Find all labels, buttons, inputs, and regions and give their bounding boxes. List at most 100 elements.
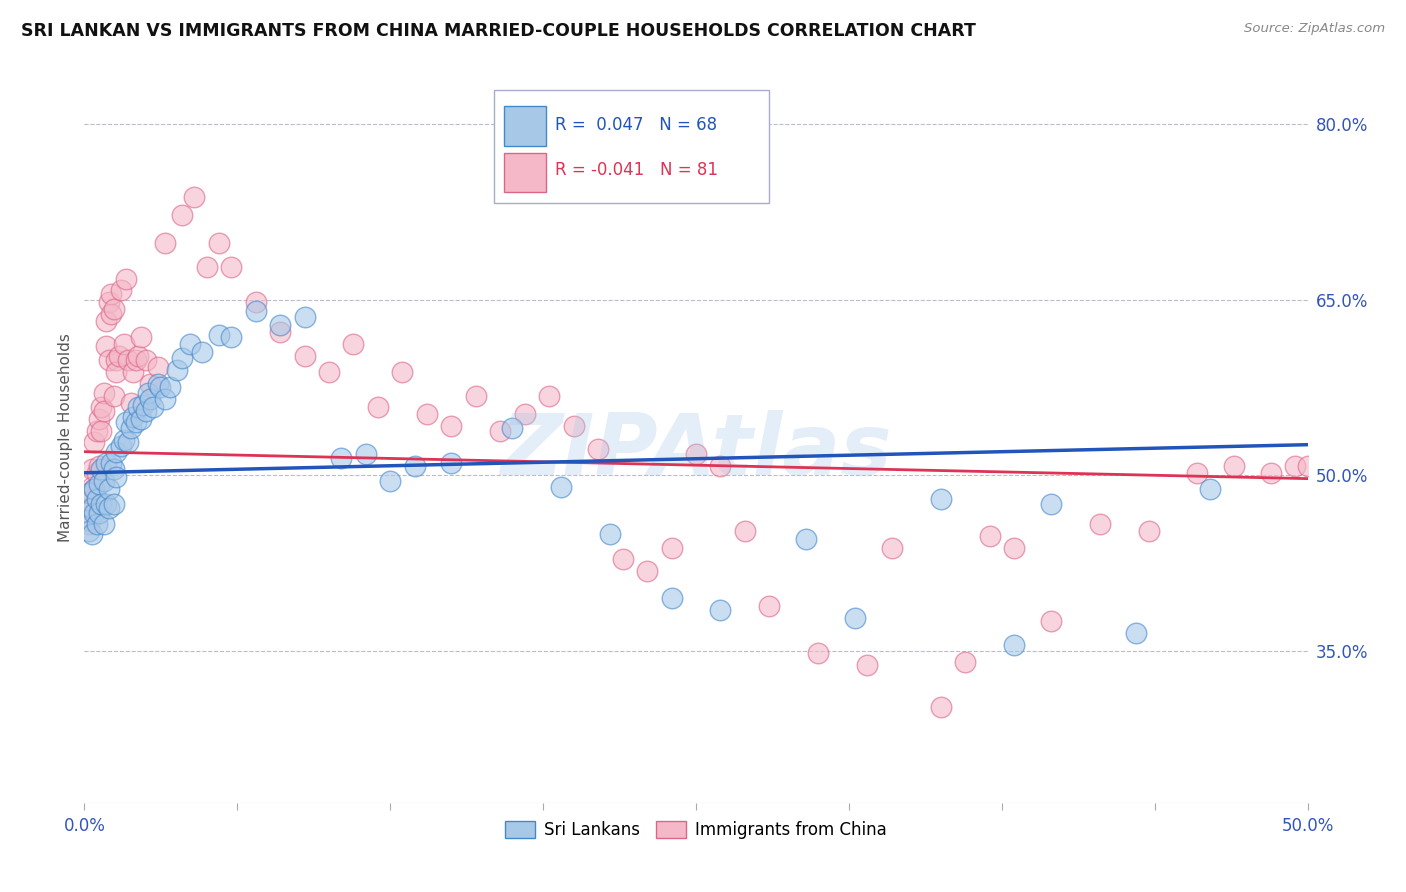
- Point: [1223, 458, 1246, 473]
- Point: [709, 458, 731, 473]
- Point: [367, 401, 389, 415]
- Point: [105, 444, 128, 458]
- Point: [1125, 626, 1147, 640]
- Point: [294, 310, 316, 325]
- Point: [80, 462, 103, 476]
- Text: SRI LANKAN VS IMMIGRANTS FROM CHINA MARRIED-COUPLE HOUSEHOLDS CORRELATION CHART: SRI LANKAN VS IMMIGRANTS FROM CHINA MARR…: [21, 22, 976, 40]
- Point: [380, 474, 402, 488]
- Point: [87, 458, 110, 473]
- Point: [612, 552, 634, 566]
- Point: [342, 337, 364, 351]
- Point: [139, 376, 162, 391]
- FancyBboxPatch shape: [503, 106, 546, 146]
- Point: [120, 395, 142, 409]
- Point: [129, 412, 152, 426]
- Point: [87, 477, 110, 491]
- Point: [127, 349, 149, 363]
- Point: [183, 189, 205, 203]
- FancyBboxPatch shape: [494, 90, 769, 203]
- Text: R =  0.047   N = 68: R = 0.047 N = 68: [555, 116, 717, 134]
- Point: [125, 353, 148, 368]
- Point: [318, 365, 340, 379]
- Point: [80, 480, 103, 494]
- Point: [807, 646, 830, 660]
- Point: [661, 591, 683, 605]
- Point: [758, 599, 780, 614]
- Point: [856, 657, 879, 672]
- Point: [586, 442, 609, 457]
- Point: [636, 564, 658, 578]
- Point: [136, 386, 159, 401]
- Point: [1002, 541, 1025, 555]
- Point: [179, 337, 201, 351]
- Point: [93, 517, 115, 532]
- Point: [269, 318, 291, 333]
- Point: [90, 424, 112, 438]
- Point: [117, 435, 139, 450]
- Point: [107, 349, 129, 363]
- Point: [172, 351, 194, 365]
- FancyBboxPatch shape: [503, 153, 546, 192]
- Point: [100, 307, 122, 321]
- Point: [115, 271, 138, 285]
- Point: [76, 512, 98, 526]
- Point: [159, 380, 181, 394]
- Point: [599, 526, 621, 541]
- Point: [100, 457, 122, 471]
- Point: [513, 407, 536, 421]
- Point: [1002, 638, 1025, 652]
- Point: [1137, 524, 1160, 539]
- Point: [146, 360, 169, 375]
- Point: [142, 401, 165, 415]
- Point: [125, 416, 148, 430]
- Point: [96, 313, 118, 327]
- Point: [86, 517, 108, 532]
- Point: [87, 412, 110, 426]
- Point: [929, 699, 952, 714]
- Point: [794, 533, 817, 547]
- Point: [191, 345, 214, 359]
- Point: [685, 447, 707, 461]
- Text: R = -0.041   N = 81: R = -0.041 N = 81: [555, 161, 718, 179]
- Point: [1039, 497, 1062, 511]
- Point: [562, 419, 585, 434]
- Point: [105, 365, 128, 379]
- Point: [100, 286, 122, 301]
- Point: [103, 497, 125, 511]
- Point: [83, 506, 105, 520]
- Point: [80, 500, 103, 515]
- Point: [354, 447, 377, 461]
- Y-axis label: Married-couple Households: Married-couple Households: [58, 333, 73, 541]
- Point: [97, 294, 120, 309]
- Point: [77, 500, 100, 515]
- Point: [87, 506, 110, 520]
- Point: [97, 500, 120, 515]
- Legend: Sri Lankans, Immigrants from China: Sri Lankans, Immigrants from China: [499, 814, 893, 846]
- Point: [709, 603, 731, 617]
- Point: [269, 326, 291, 340]
- Point: [1198, 482, 1220, 496]
- Point: [97, 353, 120, 368]
- Point: [416, 407, 439, 421]
- Point: [440, 457, 463, 471]
- Point: [153, 236, 176, 251]
- Point: [208, 236, 231, 251]
- Point: [219, 330, 242, 344]
- Point: [90, 401, 112, 415]
- Point: [139, 392, 162, 406]
- Point: [1088, 517, 1111, 532]
- Point: [122, 365, 145, 379]
- Point: [83, 482, 105, 496]
- Point: [1260, 466, 1282, 480]
- Point: [132, 398, 155, 412]
- Point: [953, 656, 976, 670]
- Point: [135, 403, 157, 417]
- Point: [86, 466, 108, 480]
- Point: [96, 497, 118, 511]
- Point: [502, 421, 524, 435]
- Point: [77, 517, 100, 532]
- Point: [440, 419, 463, 434]
- Point: [93, 474, 115, 488]
- Point: [117, 353, 139, 368]
- Point: [103, 301, 125, 316]
